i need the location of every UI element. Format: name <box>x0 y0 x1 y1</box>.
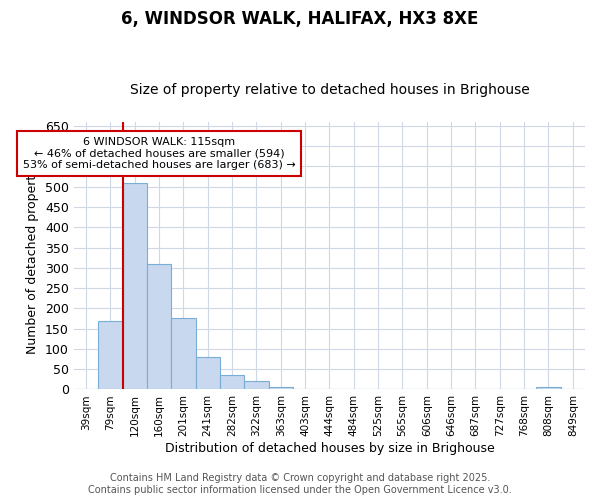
Bar <box>196 357 220 390</box>
Bar <box>269 388 293 390</box>
Bar <box>147 264 171 390</box>
X-axis label: Distribution of detached houses by size in Brighouse: Distribution of detached houses by size … <box>164 442 494 455</box>
Bar <box>98 320 122 390</box>
Text: 6 WINDSOR WALK: 115sqm
← 46% of detached houses are smaller (594)
53% of semi-de: 6 WINDSOR WALK: 115sqm ← 46% of detached… <box>23 137 295 170</box>
Bar <box>220 376 244 390</box>
Bar <box>536 388 560 390</box>
Bar <box>122 182 147 390</box>
Text: Contains HM Land Registry data © Crown copyright and database right 2025.
Contai: Contains HM Land Registry data © Crown c… <box>88 474 512 495</box>
Bar <box>244 382 269 390</box>
Title: Size of property relative to detached houses in Brighouse: Size of property relative to detached ho… <box>130 83 529 97</box>
Text: 6, WINDSOR WALK, HALIFAX, HX3 8XE: 6, WINDSOR WALK, HALIFAX, HX3 8XE <box>121 10 479 28</box>
Y-axis label: Number of detached properties: Number of detached properties <box>26 157 40 354</box>
Bar <box>171 318 196 390</box>
